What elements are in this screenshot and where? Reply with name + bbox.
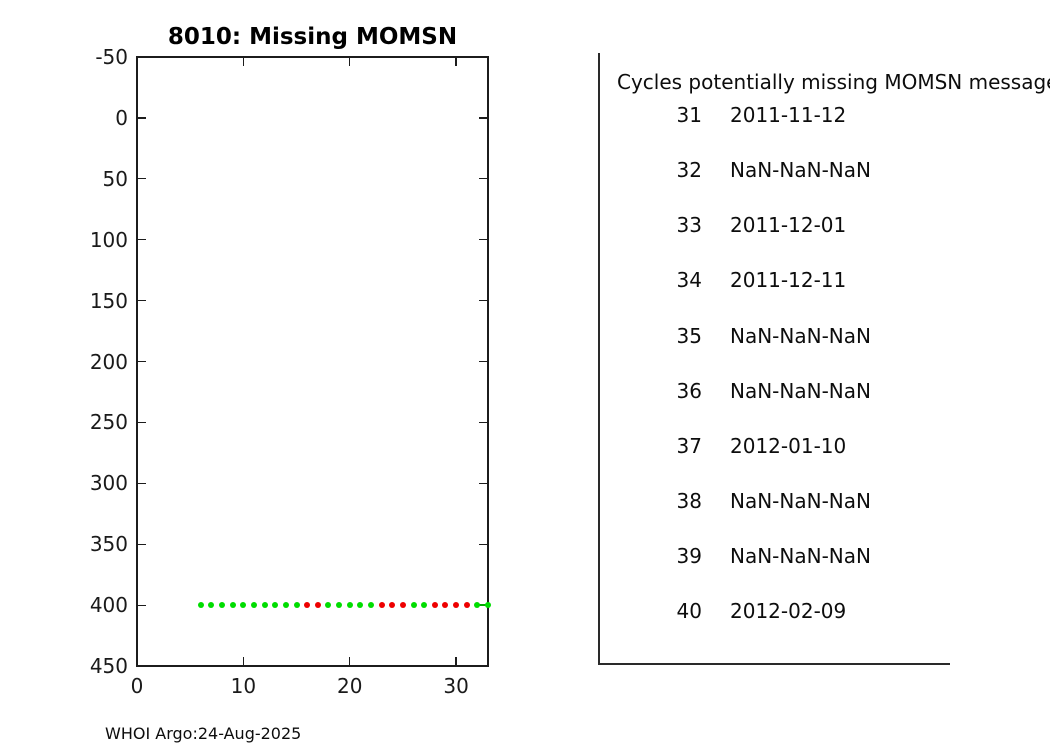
- y-tick-mark-right: [479, 239, 487, 241]
- y-tick-mark-right: [479, 421, 487, 424]
- y-tick-mark: [138, 665, 146, 667]
- cycle-point-missing: [453, 602, 460, 609]
- cycle-point-missing: [304, 602, 311, 609]
- y-tick-mark: [138, 360, 146, 363]
- y-tick-mark: [138, 56, 146, 58]
- cycle-point-ok: [197, 602, 204, 609]
- cycle-number: 37: [676, 433, 702, 458]
- cycle-point-ok: [421, 602, 428, 609]
- y-tick-label: -50: [95, 45, 128, 69]
- y-tick-mark-right: [479, 56, 487, 58]
- x-tick-mark-top: [242, 58, 245, 66]
- plot-title: 8010: Missing MOMSN: [167, 24, 458, 50]
- cycle-point-ok: [240, 602, 247, 609]
- cycle-point-ok: [229, 602, 236, 609]
- x-tick-mark: [349, 657, 351, 665]
- missing-cycles-panel: [598, 53, 950, 665]
- cycle-point-ok: [336, 602, 343, 609]
- y-tick-mark: [138, 604, 146, 606]
- cycle-point-ok: [325, 602, 332, 609]
- y-tick-label: 300: [89, 471, 128, 496]
- cycle-number: 32: [676, 158, 702, 183]
- cycle-number: 35: [676, 323, 702, 348]
- cycle-number: 31: [676, 103, 702, 127]
- cycle-number: 36: [676, 378, 702, 403]
- y-tick-label: 450: [89, 654, 128, 678]
- cycle-point-ok: [272, 602, 279, 609]
- x-tick-label: 0: [130, 674, 144, 698]
- y-tick-mark-right: [479, 360, 487, 363]
- y-tick-mark-right: [479, 117, 487, 119]
- cycle-point-ok: [474, 602, 481, 609]
- footer-text: WHOI Argo:24-Aug-2025: [105, 724, 302, 743]
- cycle-point-missing: [378, 602, 385, 609]
- y-tick-label: 150: [89, 288, 128, 313]
- cycle-point-ok: [368, 602, 374, 609]
- x-tick-label: 20: [336, 674, 363, 698]
- cycle-point-ok: [261, 602, 268, 609]
- y-tick-mark: [138, 117, 146, 119]
- x-tick-label: 30: [443, 674, 469, 698]
- cycle-point-ok: [485, 602, 491, 609]
- y-tick-mark: [138, 543, 146, 545]
- cycle-number: 38: [676, 489, 702, 514]
- y-tick-mark: [138, 421, 146, 424]
- cycle-point-ok: [293, 602, 300, 609]
- x-tick-mark: [242, 657, 245, 665]
- cycle-number: 34: [676, 268, 702, 293]
- x-tick-mark-top: [349, 58, 351, 66]
- cycle-point-ok: [410, 602, 417, 609]
- plot-area: [136, 56, 489, 667]
- cycle-date: NaN-NaN-NaN: [730, 323, 871, 348]
- cycle-point-ok: [208, 602, 215, 609]
- x-tick-mark: [136, 657, 138, 665]
- y-tick-label: 50: [102, 166, 128, 191]
- last-cycle-connector: [479, 604, 490, 607]
- y-tick-mark: [138, 300, 146, 302]
- cycle-point-missing: [463, 602, 470, 609]
- y-tick-mark: [138, 482, 146, 484]
- y-tick-label: 200: [89, 349, 128, 374]
- cycle-point-ok: [346, 602, 353, 609]
- y-tick-mark-right: [479, 178, 487, 180]
- x-tick-label: 10: [230, 674, 257, 698]
- y-tick-mark-right: [479, 543, 487, 545]
- cycle-point-missing: [399, 602, 406, 609]
- cycle-point-ok: [282, 602, 289, 609]
- missing-cycles-panel-header: Cycles potentially missing MOMSN message…: [617, 70, 1050, 94]
- x-tick-mark-top: [455, 58, 457, 66]
- cycle-date: 2012-01-10: [730, 433, 847, 458]
- cycle-date: 2011-12-01: [730, 213, 847, 238]
- cycle-number: 40: [676, 599, 702, 624]
- cycle-date: NaN-NaN-NaN: [730, 489, 871, 514]
- y-tick-mark-right: [479, 665, 487, 667]
- y-tick-label: 0: [115, 105, 128, 130]
- cycle-point-missing: [314, 602, 321, 609]
- cycle-number: 33: [676, 213, 702, 238]
- y-tick-label: 250: [89, 410, 128, 435]
- y-tick-mark: [138, 239, 146, 241]
- cycle-date: 2011-12-11: [730, 268, 847, 293]
- y-tick-mark-right: [479, 482, 487, 484]
- cycle-date: NaN-NaN-NaN: [730, 544, 871, 569]
- y-tick-label: 400: [89, 593, 128, 618]
- cycle-point-missing: [442, 602, 449, 609]
- x-tick-mark-top: [136, 58, 138, 66]
- x-tick-mark: [455, 657, 457, 665]
- cycle-point-missing: [431, 602, 438, 609]
- cycle-point-ok: [219, 602, 226, 609]
- y-tick-label: 100: [89, 227, 128, 252]
- cycle-point-missing: [389, 602, 396, 609]
- cycle-date: 2011-11-12: [730, 103, 847, 127]
- cycle-point-ok: [357, 602, 364, 609]
- cycle-date: NaN-NaN-NaN: [730, 158, 871, 183]
- cycle-date: 2012-02-09: [730, 599, 847, 624]
- y-tick-label: 350: [89, 532, 128, 557]
- y-tick-mark-right: [479, 300, 487, 302]
- cycle-point-ok: [251, 602, 257, 609]
- y-tick-mark: [138, 178, 146, 180]
- cycle-date: NaN-NaN-NaN: [730, 378, 871, 403]
- cycle-number: 39: [676, 544, 702, 569]
